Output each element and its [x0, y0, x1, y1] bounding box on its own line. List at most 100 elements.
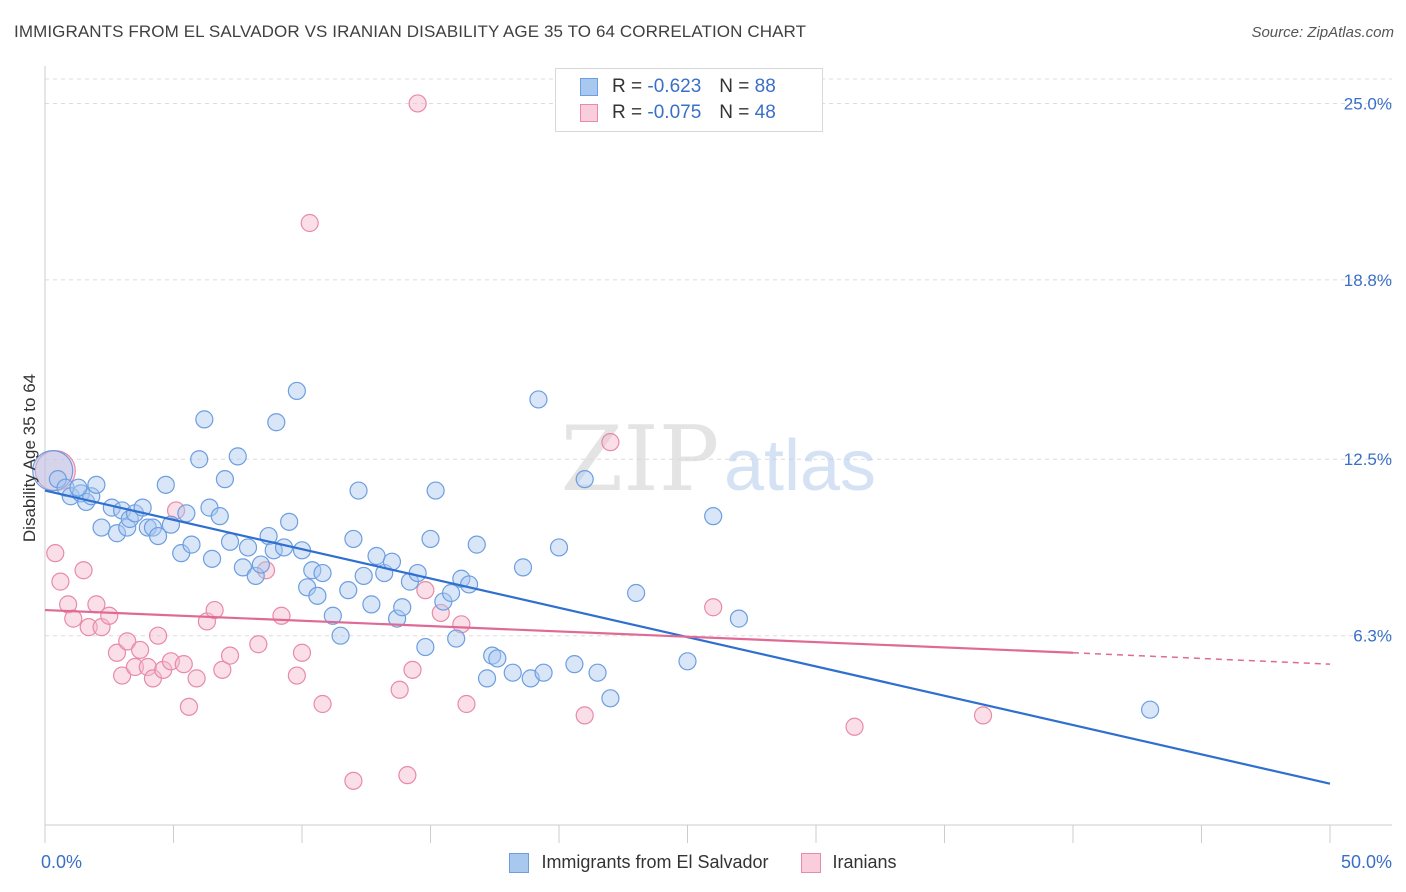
data-point	[398, 766, 417, 785]
data-point	[457, 694, 476, 714]
data-point	[118, 632, 137, 651]
data-point	[704, 598, 723, 617]
data-point	[246, 566, 265, 586]
data-point	[678, 652, 697, 671]
data-point	[256, 561, 276, 580]
data-point	[107, 643, 127, 662]
data-point	[267, 413, 286, 432]
data-point	[202, 549, 222, 568]
data-point	[390, 680, 409, 699]
legend-r-label: R =	[612, 76, 643, 97]
y-axis-label: Disability Age 35 to 64	[20, 373, 39, 543]
data-point	[213, 660, 232, 679]
watermark: ZIP atlas	[561, 407, 876, 512]
data-point	[125, 657, 145, 677]
iranians-trend-line	[44, 608, 1074, 654]
data-point	[575, 706, 594, 725]
data-point	[408, 94, 427, 113]
data-point	[112, 666, 132, 685]
data-point	[182, 535, 201, 554]
data-point	[303, 561, 322, 580]
data-point	[431, 603, 450, 623]
data-point	[973, 706, 993, 725]
y-tick-label: 25.0%	[1344, 94, 1392, 113]
data-point	[416, 637, 435, 657]
data-point	[349, 481, 368, 500]
data-point	[503, 663, 522, 682]
data-point	[205, 600, 224, 620]
legend-swatch-pink	[580, 104, 598, 122]
data-point	[79, 618, 98, 637]
data-point	[323, 606, 342, 625]
data-point	[292, 643, 312, 662]
data-point	[166, 501, 186, 520]
legend-item-el-salvador: Immigrants from El Salvador	[509, 852, 769, 873]
data-point	[483, 646, 502, 665]
data-point	[477, 669, 497, 688]
data-point	[339, 581, 358, 600]
data-point	[92, 518, 111, 537]
data-point	[601, 689, 620, 708]
x-tick-label: 0.0%	[41, 852, 82, 872]
data-point	[287, 666, 306, 685]
data-point	[441, 583, 461, 603]
data-point	[130, 640, 150, 660]
axes	[44, 66, 1392, 843]
series-legend: Immigrants from El Salvador Iranians	[0, 852, 1406, 873]
legend-swatch-blue	[580, 78, 598, 96]
data-point	[387, 609, 407, 628]
data-point	[233, 558, 252, 577]
y-tick-label: 12.5%	[1344, 450, 1392, 469]
legend-n-label: N =	[719, 76, 750, 97]
data-point	[220, 532, 240, 551]
data-point	[367, 546, 386, 566]
data-point	[467, 535, 486, 554]
legend-r-value: -0.075	[647, 102, 702, 123]
tick-labels: 6.3% 12.5% 18.8% 25.0% 0.0% 50.0%	[41, 94, 1392, 872]
data-point	[59, 595, 78, 614]
data-point	[601, 433, 620, 452]
iranians-points	[34, 94, 993, 790]
data-point	[177, 504, 196, 523]
stats-legend: R = -0.623 N = 88 R = -0.075 N = 48	[555, 68, 823, 132]
data-point	[251, 555, 270, 574]
data-point	[69, 478, 88, 497]
legend-r-label: R =	[612, 102, 643, 123]
legend-n-label: N =	[719, 102, 750, 123]
data-point	[308, 586, 327, 605]
watermark-atlas: atlas	[724, 426, 876, 506]
data-point	[354, 566, 373, 586]
y-tick-label: 6.3%	[1353, 627, 1392, 646]
data-point	[215, 470, 234, 489]
data-point	[344, 529, 363, 549]
data-point	[138, 657, 157, 677]
legend-r-value: -0.623	[647, 76, 702, 97]
data-point	[64, 609, 83, 628]
data-point	[143, 518, 163, 537]
legend-label: Immigrants from El Salvador	[541, 852, 769, 872]
data-point	[179, 697, 199, 716]
data-point	[403, 660, 422, 679]
trend-lines	[44, 489, 1331, 785]
data-point	[228, 447, 247, 466]
legend-n-value: 48	[754, 102, 776, 123]
data-point	[210, 507, 229, 526]
data-point	[100, 606, 119, 625]
data-point	[32, 450, 74, 492]
legend-n-value: 88	[754, 76, 776, 97]
chart-title: IMMIGRANTS FROM EL SALVADOR VS IRANIAN D…	[14, 22, 807, 41]
data-point	[393, 598, 412, 617]
legend-swatch-blue	[509, 852, 530, 873]
data-point	[704, 507, 723, 526]
data-point	[107, 524, 127, 543]
data-point	[534, 663, 553, 682]
data-point	[87, 475, 106, 494]
iranians-trend-extension	[1072, 652, 1331, 665]
data-point	[300, 213, 319, 233]
data-point	[313, 694, 332, 714]
data-point	[575, 470, 594, 489]
data-point	[845, 717, 864, 736]
data-point	[187, 669, 206, 688]
data-point	[148, 626, 168, 645]
